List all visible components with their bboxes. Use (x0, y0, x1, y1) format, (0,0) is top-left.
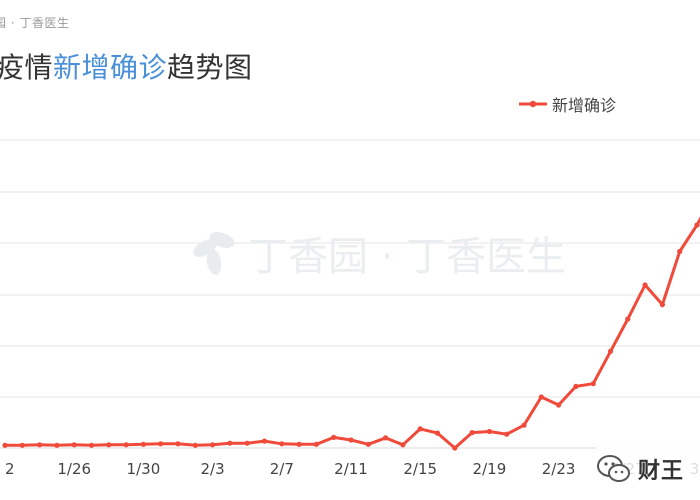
data-point[interactable] (175, 441, 181, 447)
x-tick-label: 2 (5, 460, 15, 478)
x-tick-label: 2/3 (201, 460, 225, 478)
data-point[interactable] (158, 441, 164, 447)
series-polyline (5, 216, 700, 450)
wechat-icon (597, 455, 630, 482)
data-point[interactable] (2, 442, 8, 448)
x-tick-label: 2/23 (542, 460, 576, 478)
corner-logo: 财王 (596, 438, 700, 500)
title-prefix: 疫情 (0, 51, 54, 84)
chart-legend[interactable]: 新增确诊 (518, 92, 616, 116)
data-point[interactable] (88, 442, 95, 448)
data-point[interactable] (469, 430, 475, 436)
data-point[interactable] (37, 442, 43, 448)
data-point[interactable] (556, 402, 562, 408)
data-point[interactable] (210, 442, 216, 448)
data-point[interactable] (279, 441, 285, 447)
data-point[interactable] (625, 316, 631, 322)
legend-line-icon (519, 100, 547, 108)
data-point[interactable] (365, 441, 371, 447)
corner-watermark-text: 财王 (638, 459, 685, 484)
watermark-text: 丁香园 · 丁香医生 (248, 234, 566, 280)
data-point[interactable] (400, 442, 406, 448)
data-point[interactable] (71, 442, 77, 448)
data-point[interactable] (642, 282, 648, 288)
leaf-logo-icon (193, 232, 235, 275)
data-point[interactable] (504, 431, 510, 437)
data-point[interactable] (106, 442, 112, 448)
data-point[interactable] (19, 442, 25, 448)
grid-lines (0, 139, 700, 449)
data-point[interactable] (434, 430, 441, 436)
data-point[interactable] (192, 442, 198, 448)
series-line (2, 216, 700, 451)
source-line: 园 · 丁香医生 (0, 16, 70, 30)
data-point[interactable] (123, 442, 129, 448)
x-tick-label: 1/30 (127, 460, 161, 478)
data-point[interactable] (607, 348, 614, 354)
data-point[interactable] (261, 438, 268, 444)
data-point[interactable] (348, 437, 354, 443)
x-tick-label: 2/7 (270, 460, 294, 478)
data-point[interactable] (140, 441, 146, 447)
legend-label: 新增确诊 (552, 96, 617, 115)
x-tick-label: 1/26 (57, 460, 91, 478)
data-point[interactable] (296, 441, 302, 447)
data-point[interactable] (383, 435, 389, 441)
data-point[interactable] (331, 434, 337, 440)
data-point[interactable] (452, 445, 458, 451)
data-point[interactable] (659, 302, 666, 308)
data-point[interactable] (486, 428, 492, 435)
data-point[interactable] (521, 422, 527, 428)
data-point[interactable] (227, 440, 233, 446)
x-tick-label: 2/11 (334, 460, 368, 478)
x-tick-label: 2/19 (473, 460, 507, 478)
data-point[interactable] (54, 442, 60, 448)
title-suffix: 趋势图 (167, 51, 253, 84)
data-point[interactable] (677, 248, 683, 255)
data-point[interactable] (244, 440, 250, 446)
data-point[interactable] (538, 394, 544, 400)
data-point[interactable] (573, 383, 579, 389)
title-highlight: 新增确诊 (53, 51, 168, 84)
data-point[interactable] (694, 222, 700, 228)
chart-title: 疫情新增确诊趋势图 (0, 46, 253, 86)
data-point[interactable] (313, 441, 319, 447)
data-point[interactable] (590, 381, 596, 387)
x-tick-label: 2/15 (403, 460, 437, 478)
data-point[interactable] (417, 426, 423, 432)
watermark: 丁香园 · 丁香医生 (193, 232, 566, 280)
